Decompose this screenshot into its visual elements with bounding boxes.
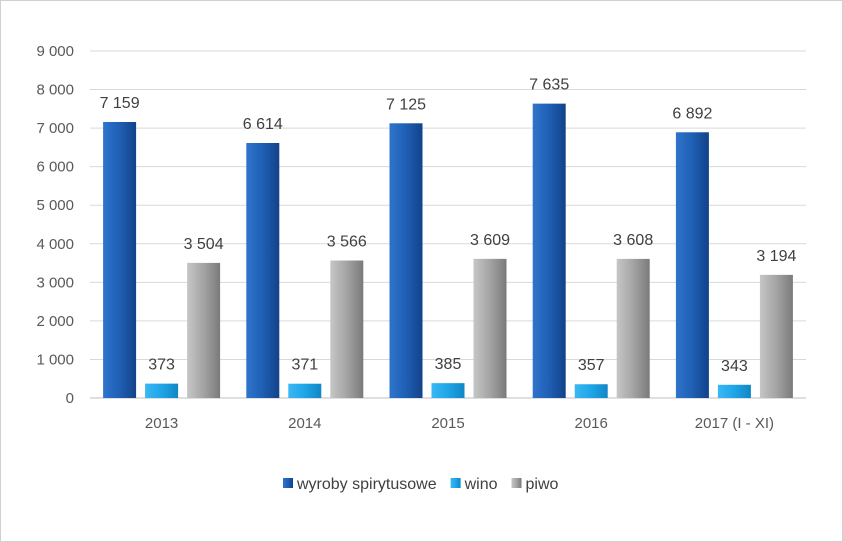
data-label: 357 <box>578 357 605 374</box>
bar <box>187 262 221 398</box>
y-tick-label: 3 000 <box>36 274 74 291</box>
bar <box>145 383 179 398</box>
y-tick-label: 5 000 <box>36 197 74 214</box>
y-tick-label: 9 000 <box>36 43 74 60</box>
bar <box>246 142 280 398</box>
legend-swatch <box>511 478 522 488</box>
data-label: 7 635 <box>529 77 569 94</box>
y-tick-label: 4 000 <box>36 236 74 253</box>
legend-swatch <box>450 478 461 488</box>
data-label: 3 608 <box>613 232 653 249</box>
bar <box>288 383 322 398</box>
data-label: 3 504 <box>184 236 224 253</box>
bar <box>759 274 793 398</box>
bar <box>675 132 709 398</box>
data-label: 7 125 <box>386 96 426 113</box>
data-labels: 7 159 373 3 504 6 614 371 3 566 7 125 385 3 609 7… <box>100 77 797 375</box>
y-tick-label: 2 000 <box>36 313 74 330</box>
data-label: 343 <box>721 358 748 375</box>
data-label: 3 566 <box>327 234 367 251</box>
x-tick-label: 2014 <box>288 415 321 432</box>
bar <box>616 258 650 398</box>
legend: wyroby spirytusowe wino piwo <box>283 476 559 493</box>
bars <box>103 103 793 399</box>
bar <box>473 258 507 398</box>
data-label: 385 <box>435 356 462 373</box>
bar <box>717 384 751 398</box>
data-label: 6 614 <box>243 116 283 133</box>
data-label: 7 159 <box>100 95 140 112</box>
bar <box>103 121 137 398</box>
x-tick-label: 2017 (I - XI) <box>695 415 774 432</box>
data-label: 6 892 <box>672 105 712 122</box>
bar <box>574 384 608 398</box>
y-tick-label: 1 000 <box>36 351 74 368</box>
y-tick-label: 0 <box>66 390 74 407</box>
data-label: 3 609 <box>470 232 510 249</box>
bar <box>389 123 423 399</box>
y-tick-label: 6 000 <box>36 159 74 176</box>
bar <box>330 260 364 398</box>
legend-swatch <box>283 478 293 488</box>
legend-label: wino <box>464 476 498 493</box>
data-label: 3 194 <box>756 248 796 265</box>
y-tick-label: 7 000 <box>36 120 74 137</box>
x-tick-label: 2013 <box>145 415 178 432</box>
y-axis: 0 1 000 2 000 3 000 4 000 5 000 6 000 7 000 8 00… <box>36 43 74 407</box>
legend-label: piwo <box>526 476 559 493</box>
y-tick-label: 8 000 <box>36 82 74 99</box>
x-axis: 2013 2014 2015 2016 2017 (I - XI) <box>145 415 774 432</box>
data-label: 371 <box>291 357 318 374</box>
bar <box>431 383 465 398</box>
legend-label: wyroby spirytusowe <box>296 476 437 493</box>
data-label: 373 <box>148 357 175 374</box>
x-tick-label: 2015 <box>431 415 464 432</box>
x-tick-label: 2016 <box>575 415 608 432</box>
bar <box>532 103 566 399</box>
